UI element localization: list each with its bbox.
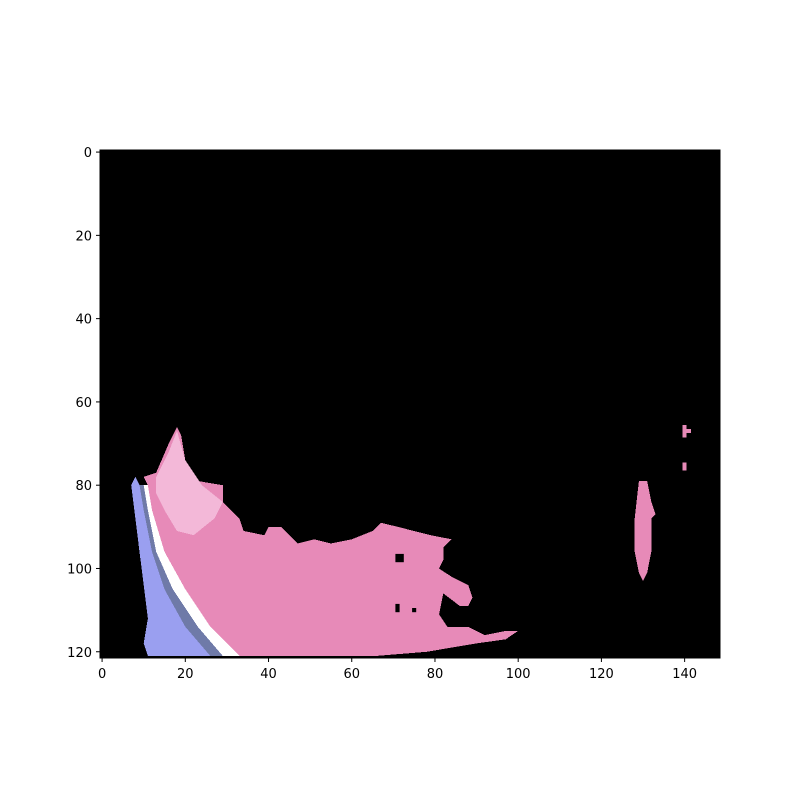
x-tick-label: 60: [343, 667, 360, 682]
pink-main-blob: [143, 426, 519, 656]
x-tick-label: 40: [260, 667, 277, 682]
pink-speck-1: [682, 424, 691, 438]
x-tick-label: 80: [427, 667, 444, 682]
pink-small-blob: [634, 481, 656, 581]
y-tick-label: 0: [84, 146, 92, 161]
hole-3: [412, 608, 417, 613]
y-tick-label: 120: [67, 646, 92, 661]
light-pink-highlight: [156, 431, 223, 536]
x-tick-label: 120: [589, 667, 614, 682]
x-tick-label: 20: [177, 667, 194, 682]
x-tick-label: 140: [672, 667, 697, 682]
axes-frame: [99, 149, 721, 659]
hole-1: [395, 553, 404, 563]
x-tick-label: 100: [506, 667, 531, 682]
y-tick-label: 100: [67, 562, 92, 577]
image-content: [131, 424, 691, 656]
y-tick-label: 80: [75, 479, 92, 494]
y-tick-label: 40: [75, 313, 92, 328]
hole-2: [395, 603, 400, 613]
plot-area: [100, 150, 720, 658]
axes: 0 20 40 60 80 100 120 140 0 20 40 60 80 100 120: [67, 146, 721, 682]
blue-stripe: [131, 476, 211, 656]
x-tick-label: 0: [98, 667, 106, 682]
y-tick-label: 60: [75, 396, 92, 411]
pink-speck-2: [682, 462, 687, 471]
y-tick-label: 20: [75, 229, 92, 244]
